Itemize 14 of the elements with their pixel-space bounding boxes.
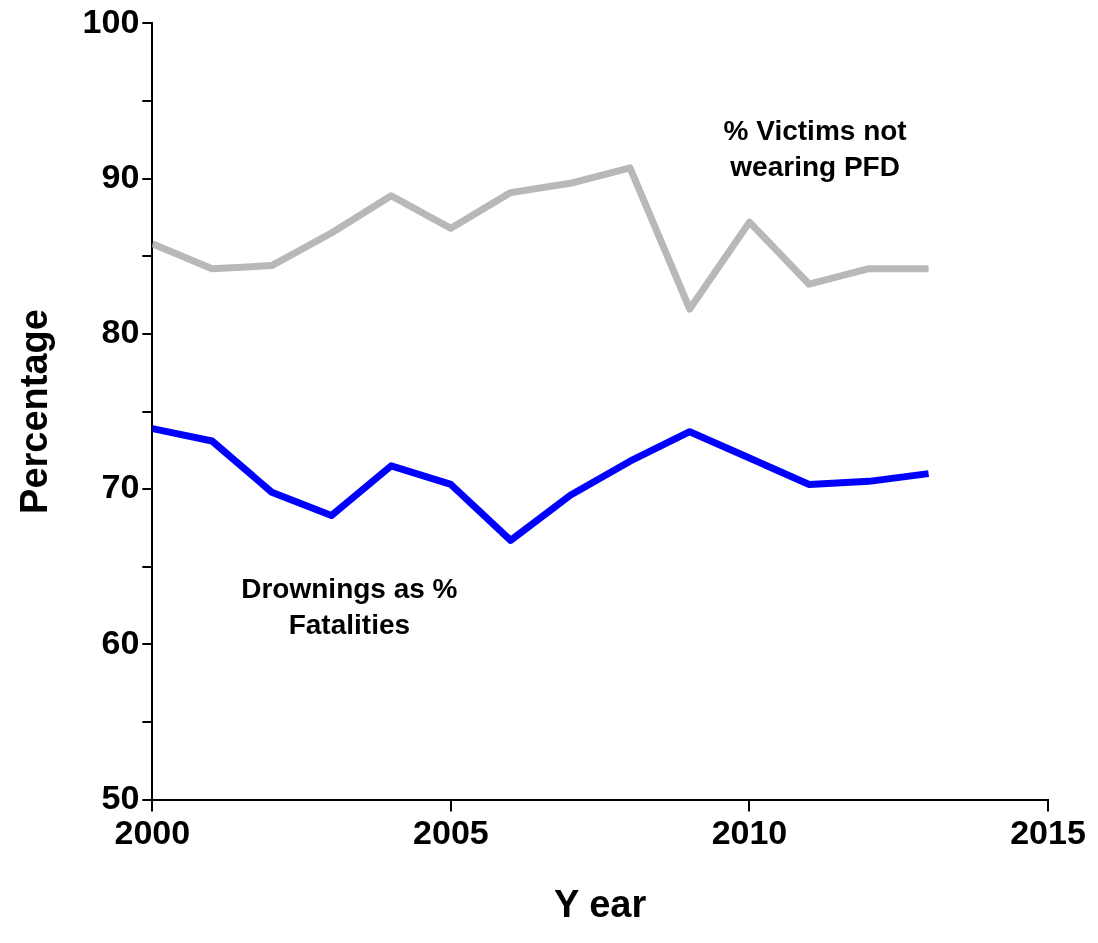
- y-tick-label: 90: [101, 157, 140, 196]
- x-tick-label: 2005: [413, 813, 489, 852]
- x-tick-label: 2010: [711, 813, 788, 852]
- y-tick-label: 60: [101, 622, 140, 661]
- y-tick-label: 100: [82, 1, 140, 40]
- y-tick-label: 50: [101, 777, 140, 816]
- x-axis-title: Y ear: [554, 882, 647, 925]
- y-tick-label: 70: [101, 467, 140, 506]
- y-tick-label: 80: [101, 312, 140, 351]
- y-axis-title: Percentage: [13, 309, 56, 514]
- x-tick-label: 2000: [114, 813, 191, 852]
- x-tick-label: 2015: [1010, 813, 1086, 852]
- text: Drownings as % Fatalities: [241, 572, 458, 640]
- series-label: % Victims not wearing PFD: [723, 114, 907, 182]
